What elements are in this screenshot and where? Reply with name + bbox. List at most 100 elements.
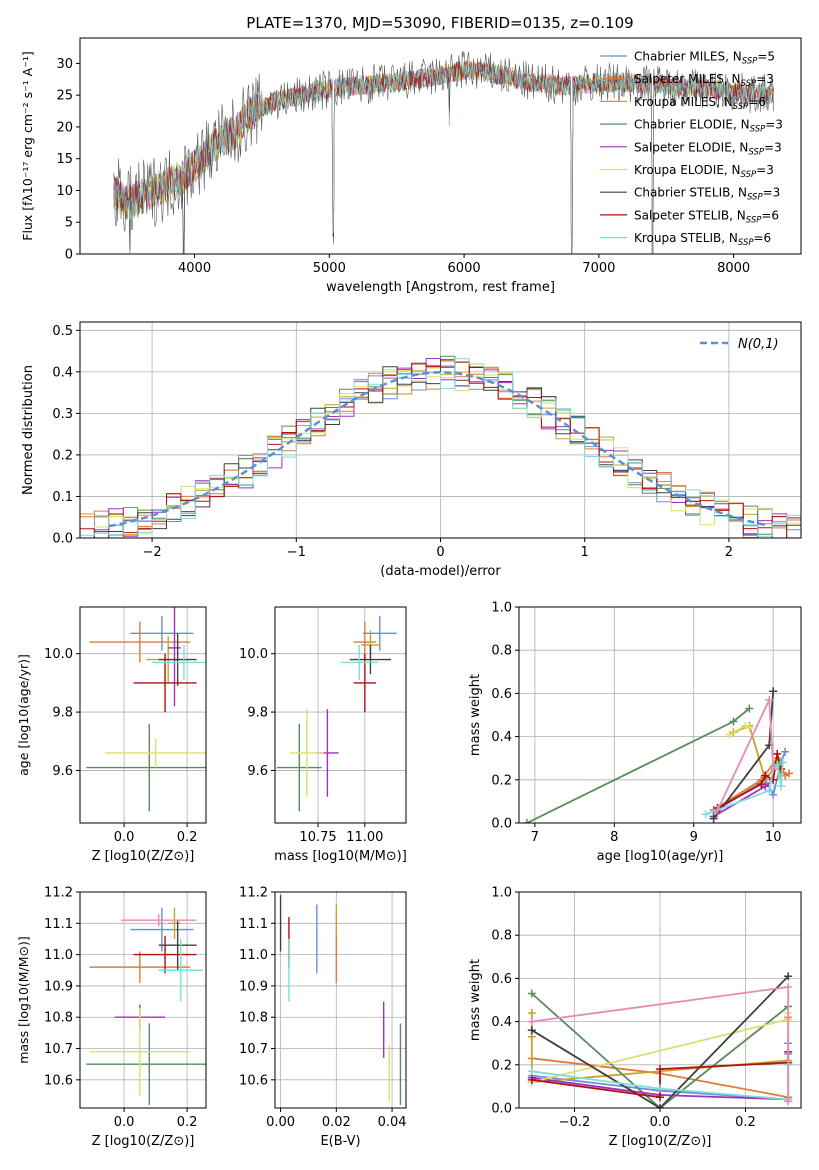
legend-tail: =3 bbox=[756, 72, 774, 86]
y-tick-label: 11.1 bbox=[44, 917, 73, 932]
x-axis-label: Z [log10(Z/Z⊙)] bbox=[92, 1134, 195, 1149]
legend-subscript: SSP bbox=[741, 170, 757, 180]
y-tick-label: 0.4 bbox=[491, 1015, 512, 1030]
plot-area bbox=[86, 907, 206, 1105]
y-tick-label: 11.2 bbox=[239, 886, 268, 901]
y-tick-label: 0.6 bbox=[491, 687, 512, 702]
x-tick-label: −2 bbox=[143, 545, 162, 560]
y-tick-label: 10.6 bbox=[44, 1073, 73, 1088]
y-tick-label: 10.0 bbox=[44, 647, 73, 662]
x-tick-label: 5000 bbox=[313, 261, 346, 276]
legend-text: Salpeter ELODIE, N bbox=[634, 140, 748, 154]
x-tick-label: 0.0 bbox=[114, 830, 135, 845]
legend-subscript: SSP bbox=[733, 102, 749, 112]
plot-area bbox=[276, 615, 397, 812]
legend-text: Salpeter MILES, N bbox=[634, 72, 741, 86]
legend-text: Kroupa ELODIE, N bbox=[634, 163, 741, 177]
mass-weight-marker bbox=[656, 1104, 664, 1108]
axes-frame bbox=[274, 606, 407, 824]
plot-area bbox=[80, 355, 801, 538]
y-tick-label: 10.0 bbox=[239, 647, 268, 662]
x-tick-label: 2 bbox=[725, 545, 733, 560]
y-axis-label: age [log10(age/yr)] bbox=[16, 654, 31, 776]
mass-weight-marker bbox=[522, 819, 531, 823]
histogram-series bbox=[80, 358, 801, 538]
y-tick-label: 0.2 bbox=[52, 448, 73, 463]
mass-weight-marker bbox=[527, 1026, 536, 1035]
legend-entry: Salpeter ELODIE, NSSP=3 bbox=[634, 140, 782, 157]
y-tick-label: 0.0 bbox=[491, 817, 512, 832]
axes-frame bbox=[79, 606, 207, 824]
x-axis-label: Z [log10(Z/Z⊙)] bbox=[92, 849, 195, 864]
legend-tail: =5 bbox=[757, 50, 775, 64]
mass-weight-marker bbox=[781, 747, 790, 756]
legend-entry: Chabrier STELIB, NSSP=3 bbox=[634, 186, 780, 203]
mass-weight-marker bbox=[701, 810, 710, 819]
mass-weight-marker bbox=[769, 790, 778, 799]
mass-weight-marker bbox=[773, 749, 782, 758]
mass-weight-marker bbox=[527, 989, 536, 998]
mass-weight-marker bbox=[713, 806, 722, 815]
mass-weight-marker bbox=[765, 695, 774, 704]
legend-tail: =6 bbox=[754, 231, 772, 245]
x-tick-label: 7 bbox=[531, 830, 539, 845]
mass-weight-marker bbox=[527, 1008, 536, 1017]
mass-weight-marker bbox=[777, 782, 786, 791]
mass-weight-marker bbox=[765, 786, 774, 795]
mass-weight-marker bbox=[784, 983, 793, 992]
x-axis-label: wavelength [Angstrom, rest frame] bbox=[326, 280, 555, 295]
x-axis-label: age [log10(age/yr)] bbox=[597, 849, 724, 864]
x-tick-label: 0.2 bbox=[177, 1115, 198, 1130]
x-tick-label: 8000 bbox=[717, 261, 750, 276]
legend-tail: =6 bbox=[761, 208, 779, 222]
mass-weight-marker bbox=[656, 1084, 664, 1093]
legend-subscript: SSP bbox=[741, 79, 757, 89]
mass-vs-metallicity-panel: 0.0 0.2 10.6 10.7 10.8 10.9 11.0 11.1 11.2 Z [log… bbox=[16, 886, 207, 1149]
x-tick-label: 10 bbox=[765, 830, 782, 845]
normal-reference-curve bbox=[108, 371, 766, 528]
y-tick-label: 10.9 bbox=[239, 979, 268, 994]
legend-entry: Chabrier MILES, NSSP=5 bbox=[634, 50, 775, 67]
mass-weight-marker bbox=[745, 704, 754, 713]
x-tick-label: 4000 bbox=[178, 261, 211, 276]
mass-weight-marker bbox=[527, 1067, 536, 1076]
y-tick-label: 9.6 bbox=[52, 764, 73, 779]
y-axis-label: mass [log10(M/M⊙)] bbox=[16, 936, 31, 1064]
mass-weight-marker bbox=[769, 687, 778, 696]
mass-weight-marker bbox=[725, 730, 734, 739]
y-tick-label: 1.0 bbox=[491, 601, 512, 616]
y-tick-label: 10.6 bbox=[239, 1073, 268, 1088]
age-vs-mass-panel: 10.75 11.00 9.6 9.8 10.0 mass [log10(M/M⊙)] bbox=[239, 606, 407, 864]
legend-entry: Salpeter MILES, NSSP=3 bbox=[634, 72, 774, 89]
y-tick-label: 20 bbox=[56, 120, 73, 135]
legend-entry: Chabrier ELODIE, NSSP=3 bbox=[634, 118, 783, 135]
y-tick-label: 0 bbox=[65, 248, 73, 263]
legend-tail: =3 bbox=[763, 186, 781, 200]
y-tick-label: 15 bbox=[56, 152, 73, 167]
y-tick-label: 0.5 bbox=[52, 324, 73, 339]
y-tick-label: 0.1 bbox=[52, 490, 73, 505]
x-tick-label: 0.0 bbox=[114, 1115, 135, 1130]
x-tick-label: 8 bbox=[610, 830, 618, 845]
y-tick-label: 11.0 bbox=[44, 948, 73, 963]
x-tick-label: 0.02 bbox=[322, 1115, 351, 1130]
x-tick-label: −0.2 bbox=[559, 1115, 591, 1130]
mass-weight-marker bbox=[656, 1065, 664, 1074]
y-tick-label: 0.3 bbox=[52, 407, 73, 422]
y-tick-label: 10.9 bbox=[44, 979, 73, 994]
mass-vs-extinction-panel: 0.00 0.02 0.04 10.6 10.7 10.8 10.9 11.0 11.1 11.2… bbox=[239, 886, 406, 1150]
y-tick-label: 10.8 bbox=[239, 1011, 268, 1026]
y-tick-label: 0.2 bbox=[491, 1058, 512, 1073]
legend-tail: =3 bbox=[756, 163, 774, 177]
y-tick-label: 0.4 bbox=[491, 730, 512, 745]
mass-weight-series-line bbox=[531, 975, 789, 1108]
mass-weight-marker bbox=[785, 769, 794, 778]
x-tick-label: 0.00 bbox=[266, 1115, 295, 1130]
mass-weight-marker bbox=[527, 1017, 536, 1026]
legend-tail: =3 bbox=[764, 140, 782, 154]
x-tick-label: 0 bbox=[436, 545, 444, 560]
y-axis-label: Normed distribution bbox=[21, 365, 36, 495]
x-tick-label: 9 bbox=[690, 830, 698, 845]
